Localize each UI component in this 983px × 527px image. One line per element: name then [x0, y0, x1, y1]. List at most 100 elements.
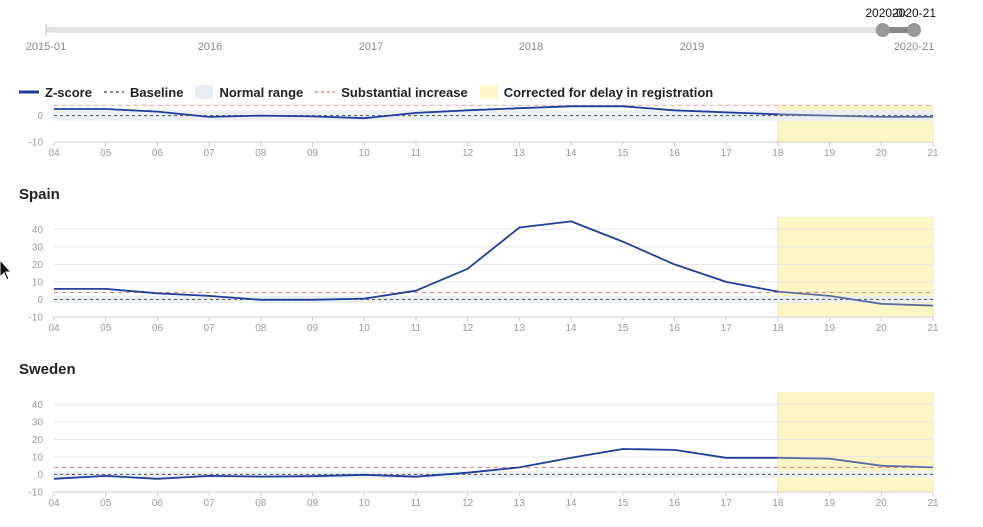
zscore-line-corrected — [777, 290, 934, 307]
x-tick-label-04: 04 — [48, 323, 60, 334]
x-tick-label-18: 18 — [772, 323, 784, 334]
x-tick-label-05: 05 — [100, 498, 112, 509]
y-tick-label-30: 30 — [32, 417, 44, 428]
x-tick-label-11: 11 — [411, 323, 422, 334]
legend-label-normal-range: Normal range — [219, 84, 304, 100]
y-tick-label-0: 0 — [37, 295, 43, 306]
x-tick-label-14: 14 — [565, 498, 577, 509]
legend-item-normal-range[interactable]: Normal range — [195, 85, 303, 100]
x-tick-label-12: 12 — [462, 498, 474, 509]
x-tick-label-09: 09 — [307, 498, 319, 509]
x-tick-label-15: 15 — [617, 498, 629, 509]
legend-label-corrected: Corrected for delay in registration — [503, 84, 714, 100]
chart-spain: -10 0 10 20 30 40 04 05 06 07 08 09 10 11 12 13 14 15 16 17… — [29, 217, 939, 334]
x-tick-label-11: 11 — [411, 498, 422, 509]
x-tick-label-20: 20 — [876, 148, 888, 159]
chart-title-sweden: Sweden — [19, 361, 76, 378]
timeline-handle-end[interactable] — [907, 23, 921, 37]
x-tick-label-15: 15 — [617, 148, 629, 159]
corrected-swatch-icon — [479, 85, 498, 99]
y-tick-label--10: -10 — [29, 313, 44, 324]
legend: Z-score Baseline Normal range Substantia… — [19, 82, 725, 102]
timeline-track — [46, 27, 914, 33]
y-tick-label-0: 0 — [37, 470, 43, 481]
x-tick-label-09: 09 — [307, 148, 319, 159]
timeline-label-2015-01: 2015-01 — [26, 41, 66, 53]
y-tick-label-30: 30 — [32, 242, 44, 253]
x-tick-label-16: 16 — [669, 148, 681, 159]
x-tick-label-18: 18 — [772, 148, 784, 159]
chart-top: -10 0 04 05 06 07 08 09 10 11 12 13 14 15 16 17 18 19 20 21 — [29, 104, 939, 159]
timeline-start-value: 2020-0‹ — [865, 6, 906, 20]
timeline-label-2020-21: 2020-21 — [894, 41, 934, 53]
zscore-line — [53, 448, 778, 480]
legend-label-baseline: Baseline — [129, 84, 184, 100]
x-tick-label-19: 19 — [824, 148, 836, 159]
legend-label-substantial-increase: Substantial increase — [341, 84, 468, 100]
timeline-label-2018: 2018 — [519, 41, 543, 53]
x-tick-label-10: 10 — [359, 498, 371, 509]
y-tick-label-20: 20 — [32, 260, 44, 271]
zscore-line — [54, 220, 779, 301]
x-tick-label-08: 08 — [255, 498, 267, 509]
timeline-label-2019: 2019 — [680, 41, 704, 53]
x-tick-label-11: 11 — [411, 148, 422, 159]
x-tick-label-08: 08 — [255, 323, 267, 334]
timeline-label-2016: 2016 — [198, 41, 222, 53]
legend-item-substantial-increase[interactable]: Substantial increase — [315, 84, 468, 100]
y-tick-label--10: -10 — [29, 138, 44, 149]
legend-label-zscore: Z-score — [45, 84, 92, 100]
x-tick-label-19: 19 — [824, 498, 836, 509]
x-tick-label-13: 13 — [514, 498, 526, 509]
x-tick-label-13: 13 — [514, 323, 526, 334]
x-tick-label-04: 04 — [48, 498, 60, 509]
zscore-line-corrected — [777, 456, 934, 469]
x-tick-label-04: 04 — [48, 148, 60, 159]
x-tick-label-20: 20 — [876, 323, 888, 334]
x-tick-label-06: 06 — [152, 498, 164, 509]
legend-item-zscore[interactable]: Z-score — [19, 85, 92, 100]
chart-title-spain: Spain — [19, 186, 60, 203]
x-tick-label-16: 16 — [669, 323, 681, 334]
y-tick-label-10: 10 — [32, 277, 44, 288]
zscore-line-corrected — [777, 113, 933, 118]
x-tick-label-05: 05 — [100, 148, 112, 159]
x-tick-label-09: 09 — [307, 323, 319, 334]
x-tick-label-07: 07 — [204, 148, 216, 159]
x-tick-label-05: 05 — [100, 323, 112, 334]
x-tick-label-17: 17 — [721, 498, 733, 509]
x-tick-label-13: 13 — [514, 148, 526, 159]
timeline-label-2017: 2017 — [359, 41, 383, 53]
normal-range-swatch-icon — [195, 85, 214, 99]
timeline-handle-start[interactable] — [875, 23, 890, 37]
x-tick-label-16: 16 — [669, 498, 681, 509]
y-tick-label-40: 40 — [32, 225, 44, 236]
substantial-swatch-icon — [315, 91, 336, 93]
baseline-swatch-icon — [103, 91, 124, 93]
legend-item-baseline[interactable]: Baseline — [103, 84, 184, 100]
x-tick-label-07: 07 — [204, 323, 216, 334]
y-tick-label--10: -10 — [29, 488, 44, 499]
chart-sweden: -10 0 10 20 30 40 04 05 06 07 08 09 10 11 12 13 14 15 16 17… — [29, 392, 939, 509]
timeline-slider[interactable]: 2015-01 2016 2017 2018 2019 2020-212020-0‹202… — [0, 0, 983, 60]
x-tick-label-06: 06 — [152, 148, 164, 159]
x-tick-label-21: 21 — [927, 148, 939, 159]
x-tick-label-07: 07 — [204, 498, 216, 509]
x-tick-label-21: 21 — [927, 498, 939, 509]
timeline-selection — [882, 27, 914, 33]
x-tick-label-15: 15 — [617, 323, 629, 334]
y-tick-label-0: 0 — [37, 111, 43, 122]
x-tick-label-12: 12 — [462, 323, 474, 334]
timeline-end-value: 2020-21 — [892, 6, 936, 20]
mouse-cursor-icon — [0, 260, 12, 281]
y-tick-label-20: 20 — [32, 435, 44, 446]
x-tick-label-18: 18 — [772, 498, 784, 509]
y-tick-label-40: 40 — [32, 400, 44, 411]
x-tick-label-17: 17 — [721, 323, 733, 334]
y-tick-label-10: 10 — [32, 452, 44, 463]
x-tick-label-14: 14 — [565, 323, 577, 334]
legend-item-corrected[interactable]: Corrected for delay in registration — [479, 84, 714, 100]
x-tick-label-20: 20 — [876, 498, 888, 509]
zscore-swatch-icon — [19, 90, 39, 94]
x-tick-label-19: 19 — [824, 323, 836, 334]
